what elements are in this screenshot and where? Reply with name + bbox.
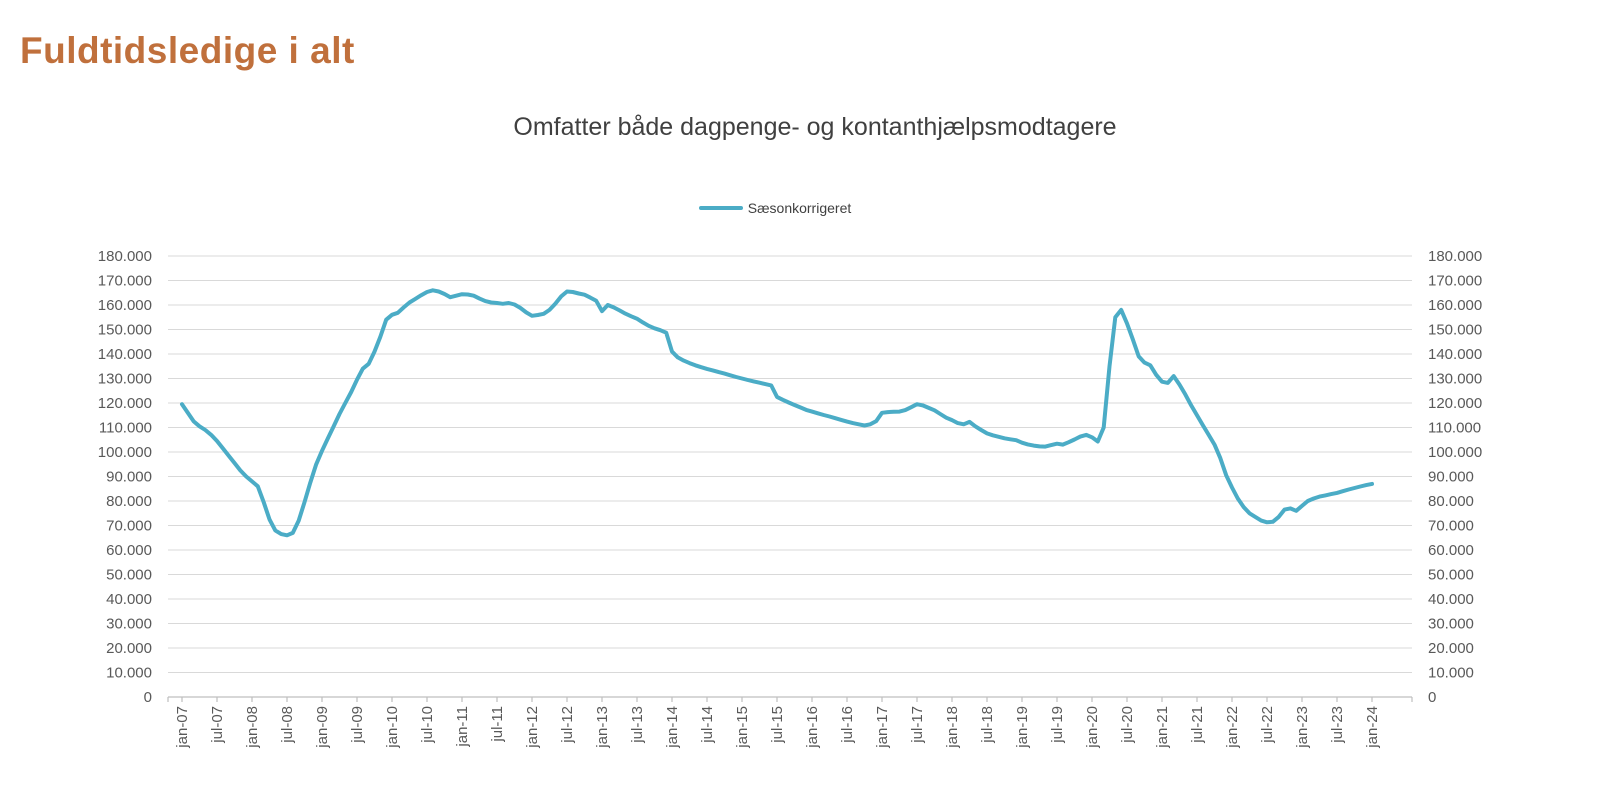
x-tick-label: jul-12	[559, 706, 576, 744]
x-tick-label: jul-13	[629, 706, 646, 744]
y-tick-label-left: 0	[144, 689, 152, 706]
x-tick-label: jan-07	[174, 706, 191, 749]
x-tick-label: jan-21	[1154, 706, 1171, 749]
y-tick-label-left: 160.000	[98, 297, 152, 314]
x-tick-label: jan-17	[874, 706, 891, 749]
y-tick-label-right: 0	[1428, 689, 1436, 706]
y-tick-label-right: 40.000	[1428, 591, 1474, 608]
x-tick-label: jan-14	[664, 706, 681, 749]
x-tick-label: jul-14	[699, 706, 716, 744]
x-tick-label: jan-20	[1084, 706, 1101, 749]
y-tick-label-right: 110.000	[1428, 420, 1481, 437]
x-tick-label: jul-16	[839, 706, 856, 744]
y-tick-label-left: 170.000	[98, 273, 152, 290]
y-tick-label-left: 90.000	[106, 469, 152, 486]
x-tick-label: jul-18	[979, 706, 996, 744]
y-tick-label-right: 90.000	[1428, 469, 1474, 486]
x-tick-label: jul-21	[1189, 706, 1206, 744]
x-tick-label: jan-11	[454, 706, 471, 748]
legend-label: Sæsonkorrigeret	[747, 200, 852, 216]
y-tick-label-right: 60.000	[1428, 542, 1474, 559]
y-tick-label-right: 170.000	[1428, 273, 1482, 290]
y-tick-label-right: 150.000	[1428, 322, 1482, 339]
x-tick-label: jul-11	[489, 706, 506, 743]
data-series-line	[180, 288, 1374, 538]
y-tick-label-right: 80.000	[1428, 493, 1474, 510]
y-tick-label-left: 30.000	[106, 616, 152, 633]
x-tick-label: jan-24	[1364, 706, 1381, 749]
y-tick-label-right: 10.000	[1428, 665, 1474, 682]
x-tick-label: jul-08	[279, 706, 296, 744]
y-tick-label-left: 120.000	[98, 395, 152, 412]
y-tick-label-right: 30.000	[1428, 616, 1474, 633]
x-tick-label: jan-10	[384, 706, 401, 749]
axis-ticks	[167, 697, 1413, 702]
x-tick-label: jan-15	[734, 706, 751, 749]
y-axis-labels-left: 0 10.000 20.000 30.000 40.000 50.000 60.000 70.…	[98, 248, 152, 706]
y-tick-label-left: 80.000	[106, 493, 152, 510]
x-tick-label: jul-07	[209, 706, 226, 744]
y-tick-label-right: 120.000	[1428, 395, 1482, 412]
y-tick-label-left: 110.000	[99, 420, 152, 437]
y-tick-label-right: 50.000	[1428, 567, 1474, 584]
x-tick-label: jul-09	[349, 706, 366, 744]
x-tick-label: jan-08	[244, 706, 261, 749]
y-tick-label-left: 20.000	[106, 640, 152, 657]
y-axis-labels-right: 0 10.000 20.000 30.000 40.000 50.000 60.000 70.…	[1428, 248, 1482, 706]
y-tick-label-left: 60.000	[106, 542, 152, 559]
x-axis-labels: jan-07 jul-07 jan-08 jul-08 jan-09 jul-09 jan-…	[174, 706, 1381, 749]
y-tick-label-right: 20.000	[1428, 640, 1474, 657]
y-tick-label-left: 130.000	[98, 371, 152, 388]
y-tick-label-right: 130.000	[1428, 371, 1482, 388]
y-tick-label-left: 180.000	[98, 248, 152, 265]
y-tick-label-left: 40.000	[106, 591, 152, 608]
x-tick-label: jan-19	[1014, 706, 1031, 749]
y-tick-label-right: 160.000	[1428, 297, 1482, 314]
y-tick-label-left: 10.000	[106, 665, 152, 682]
x-tick-label: jan-16	[804, 706, 821, 749]
y-tick-label-left: 140.000	[98, 346, 152, 363]
x-tick-label: jan-23	[1294, 706, 1311, 749]
y-tick-label-left: 70.000	[106, 518, 152, 535]
x-tick-label: jan-09	[314, 706, 331, 749]
x-tick-label: jul-23	[1329, 706, 1346, 744]
legend-line-swatch	[698, 206, 743, 210]
legend: Sæsonkorrigeret	[160, 200, 1390, 216]
x-tick-label: jul-20	[1119, 706, 1136, 744]
x-tick-label: jan-22	[1224, 706, 1241, 749]
x-tick-label: jan-18	[944, 706, 961, 749]
y-tick-label-right: 180.000	[1428, 248, 1482, 265]
y-tick-label-right: 100.000	[1428, 444, 1482, 461]
x-tick-label: jul-15	[769, 706, 786, 744]
chart-title: Omfatter både dagpenge- og kontanthjælps…	[513, 113, 1117, 141]
x-tick-label: jul-22	[1259, 706, 1276, 744]
x-tick-label: jan-12	[524, 706, 541, 749]
gridlines	[168, 255, 1412, 673]
y-tick-label-left: 100.000	[98, 444, 152, 461]
x-tick-label: jul-10	[419, 706, 436, 744]
y-tick-label-right: 70.000	[1428, 518, 1474, 535]
x-tick-label: jul-19	[1049, 706, 1066, 744]
y-tick-label-right: 140.000	[1428, 346, 1482, 363]
y-tick-label-left: 150.000	[98, 322, 152, 339]
page-title: Fuldtidsledige i alt	[20, 30, 355, 71]
x-tick-label: jan-13	[594, 706, 611, 749]
y-tick-label-left: 50.000	[106, 567, 152, 584]
x-tick-label: jul-17	[909, 706, 926, 744]
